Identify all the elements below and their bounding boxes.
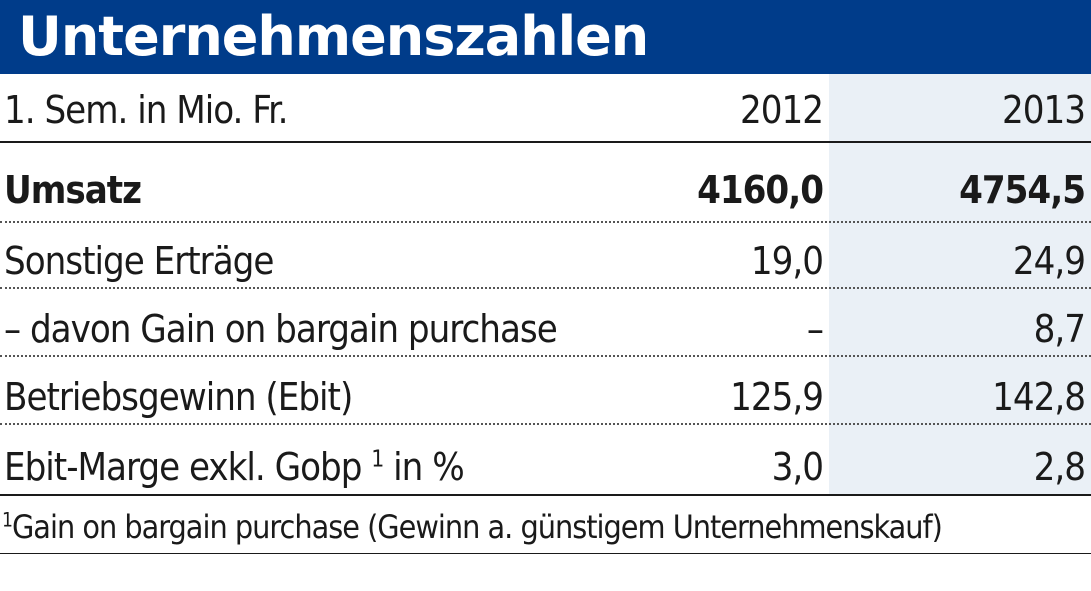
row-divider xyxy=(0,287,1091,289)
header-rule xyxy=(0,141,1091,143)
row-divider xyxy=(0,423,1091,425)
row-value-2013: 8,7 xyxy=(1033,307,1086,351)
row-label: Ebit-Marge exkl. Gobp 1 in % xyxy=(4,445,465,489)
row-label-gap xyxy=(361,445,371,489)
row-value-2012: – xyxy=(806,307,824,351)
footnote-number: 1 xyxy=(2,508,13,532)
row-value-2012: 4160,0 xyxy=(697,168,824,212)
row-value-2012: 3,0 xyxy=(771,445,824,489)
row-label: Betriebsgewinn (Ebit) xyxy=(4,375,353,419)
table-row-umsatz: Umsatz 4160,0 4754,5 xyxy=(0,160,1091,220)
column-header-row: 1. Sem. in Mio. Fr. 2012 2013 xyxy=(0,74,1091,142)
footnote-text: Gain on bargain purchase (Gewinn a. güns… xyxy=(11,508,943,546)
column-header-2012: 2012 xyxy=(740,88,824,132)
row-value-2013: 2,8 xyxy=(1033,445,1086,489)
row-label: Sonstige Erträge xyxy=(4,239,274,283)
header-banner: Unternehmenszahlen xyxy=(0,0,1091,74)
row-divider xyxy=(0,221,1091,223)
row-value-2012: 19,0 xyxy=(750,239,824,283)
row-value-2013: 4754,5 xyxy=(959,168,1086,212)
column-2013-shading xyxy=(829,74,1091,496)
footnote-marker: 1 xyxy=(371,446,384,473)
table-title: Unternehmenszahlen xyxy=(18,5,649,68)
row-label: Umsatz xyxy=(4,168,142,212)
footnote: 1Gain on bargain purchase (Gewinn a. gün… xyxy=(2,508,943,546)
column-header-2013: 2013 xyxy=(1002,88,1086,132)
table-row-betriebsgewinn: Betriebsgewinn (Ebit) 125,9 142,8 xyxy=(0,357,1091,423)
row-value-2012: 125,9 xyxy=(730,375,824,419)
row-value-2013: 24,9 xyxy=(1012,239,1086,283)
row-divider xyxy=(0,355,1091,357)
row-value-2013: 142,8 xyxy=(992,375,1086,419)
table-row-gain-on-bargain: – davon Gain on bargain purchase – 8,7 xyxy=(0,289,1091,355)
column-header-label: 1. Sem. in Mio. Fr. xyxy=(4,88,289,132)
row-label: – davon Gain on bargain purchase xyxy=(4,307,558,351)
table-bottom-rule xyxy=(0,494,1091,496)
table-row-ebit-marge: Ebit-Marge exkl. Gobp 1 in % 3,0 2,8 xyxy=(0,425,1091,495)
row-label-text: Ebit-Marge exkl. Gobp xyxy=(4,445,362,489)
row-label-suffix: in % xyxy=(383,445,465,489)
table-row-sonstige-ertraege: Sonstige Erträge 19,0 24,9 xyxy=(0,223,1091,287)
footnote-bottom-rule xyxy=(0,553,1091,554)
